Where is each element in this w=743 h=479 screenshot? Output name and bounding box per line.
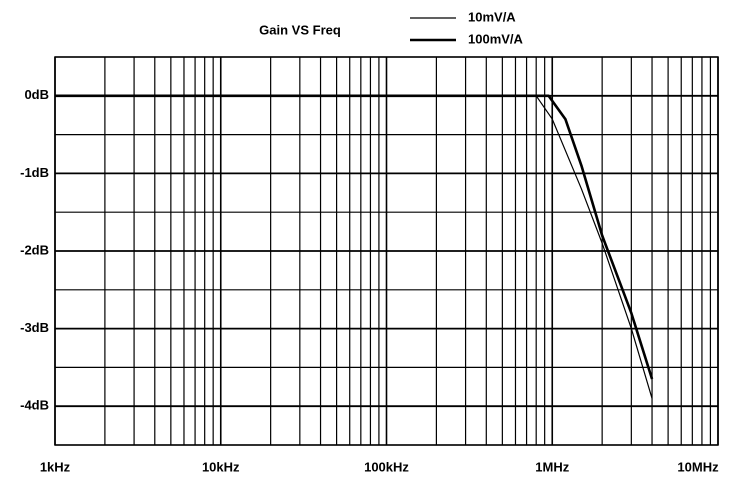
legend-label: 100mV/A (468, 31, 524, 46)
y-tick-label: -4dB (20, 398, 49, 413)
x-tick-label: 10MHz (677, 459, 719, 474)
y-tick-label: 0dB (24, 87, 49, 102)
series-line (55, 95, 653, 399)
x-tick-label: 1MHz (535, 459, 569, 474)
legend-label: 10mV/A (468, 9, 516, 24)
chart-title: Gain VS Freq (259, 22, 341, 37)
x-tick-label: 10kHz (202, 459, 240, 474)
series-line (55, 94, 654, 380)
x-tick-label: 1kHz (40, 459, 71, 474)
y-tick-label: -2dB (20, 242, 49, 257)
y-tick-label: -1dB (20, 165, 49, 180)
x-tick-label: 100kHz (364, 459, 409, 474)
y-tick-label: -3dB (20, 320, 49, 335)
